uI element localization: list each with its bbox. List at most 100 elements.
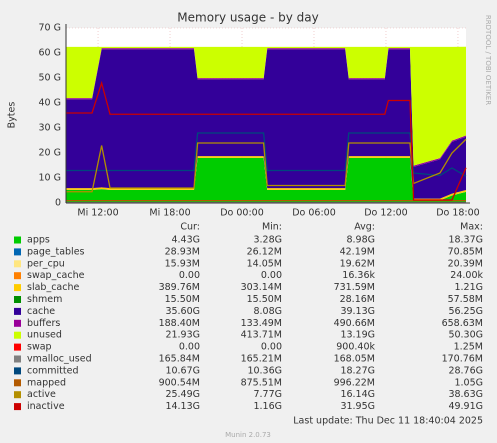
legend-label: committed	[27, 365, 79, 376]
legend-stat: 26.12M	[247, 246, 282, 257]
legend-stat: 875.51M	[241, 377, 282, 388]
stats-header: Min:	[262, 222, 282, 233]
legend-stat: 389.76M	[159, 282, 200, 293]
legend-label: per_cpu	[27, 258, 65, 269]
legend-label: buffers	[27, 318, 60, 329]
legend-stat: 28.93M	[165, 246, 200, 257]
legend-swatch	[14, 307, 21, 315]
legend-stat: 0.00	[261, 342, 282, 353]
legend-stat: 4.43G	[171, 235, 200, 246]
area	[66, 46, 466, 166]
legend-stat: 1.21G	[454, 282, 483, 293]
side-note: RRDTOOL / TOBI OETIKER	[484, 15, 492, 105]
x-tick-label: Mi 18:00	[149, 208, 190, 219]
y-tick-label: 40 G	[39, 98, 61, 109]
legend-stat: 900.40k	[336, 342, 375, 353]
stats-header: Cur:	[180, 222, 200, 233]
legend-stat: 490.66M	[334, 318, 375, 329]
legend-stat: 35.60G	[165, 306, 200, 317]
legend-swatch	[14, 391, 21, 399]
legend-stat: 0.00	[179, 342, 200, 353]
legend-stat: 20.39M	[448, 258, 483, 269]
legend-label: swap_cache	[27, 270, 85, 281]
legend-swatch	[14, 272, 21, 280]
legend-stat: 188.40M	[159, 318, 200, 329]
legend-label: active	[27, 389, 56, 400]
y-tick-label: 30 G	[39, 123, 61, 134]
legend-stat: 8.08G	[253, 306, 282, 317]
legend-swatch	[14, 367, 21, 375]
legend-stat: 10.36G	[247, 365, 282, 376]
legend-stat: 900.54M	[159, 377, 200, 388]
legend-stat: 19.62M	[340, 258, 375, 269]
legend-swatch	[14, 319, 21, 327]
stats-header: Avg:	[354, 222, 375, 233]
legend-stat: 42.19M	[340, 246, 375, 257]
legend-stat: 15.50M	[165, 294, 200, 305]
legend-swatch	[14, 403, 21, 411]
legend-swatch	[14, 248, 21, 256]
legend-stat: 15.93M	[165, 258, 200, 269]
legend-stat: 50.30G	[448, 330, 483, 341]
legend-stat: 133.49M	[241, 318, 282, 329]
legend-swatch	[14, 379, 21, 387]
legend-stat: 0.00	[261, 270, 282, 281]
legend-stat: 303.14M	[241, 282, 282, 293]
area	[66, 158, 466, 203]
legend-stat: 13.19G	[340, 330, 375, 341]
legend-stat: 3.28G	[253, 235, 282, 246]
legend-stat: 24.00k	[450, 270, 483, 281]
version: Munin 2.0.73	[225, 431, 271, 439]
y-tick-label: 0	[55, 198, 61, 209]
areas	[66, 46, 466, 203]
legend-stat: 31.95G	[340, 401, 375, 412]
stats-header: Max:	[460, 222, 483, 233]
legend-swatch	[14, 343, 21, 351]
legend-stat: 7.77G	[253, 389, 282, 400]
legend-stat: 21.93G	[165, 330, 200, 341]
legend-label: slab_cache	[27, 282, 79, 293]
legend-stat: 170.76M	[442, 354, 483, 365]
legend-stat: 25.49G	[165, 389, 200, 400]
legend-stat: 14.13G	[165, 401, 200, 412]
y-tick-label: 50 G	[39, 73, 61, 84]
legend-stat: 57.58M	[448, 294, 483, 305]
legend-label: mapped	[27, 377, 66, 388]
legend-stat: 165.21M	[241, 354, 282, 365]
last-update: Last update: Thu Dec 11 18:40:04 2025	[293, 416, 483, 427]
legend-stat: 731.59M	[334, 282, 375, 293]
legend-swatch	[14, 296, 21, 303]
legend-swatch	[14, 260, 21, 268]
legend-stat: 1.05G	[454, 377, 483, 388]
legend-stat: 38.63G	[448, 389, 483, 400]
y-tick-label: 20 G	[39, 148, 61, 159]
legend-stat: 1.25M	[454, 342, 483, 353]
x-tick-label: Do 06:00	[292, 208, 336, 219]
legend-stat: 1.16G	[253, 401, 282, 412]
legend-stat: 39.13G	[340, 306, 375, 317]
legend-stat: 10.67G	[165, 365, 200, 376]
legend-label: shmem	[27, 294, 62, 305]
y-tick-label: 60 G	[39, 48, 61, 59]
legend-stat: 165.84M	[159, 354, 200, 365]
legend: Cur: Min: Avg: Max: apps 4.43G 3.28G 8.98G 18.37…	[14, 222, 483, 412]
axes: 0 10 G 20 G 30 G 40 G 50 G 60 G 70 G Mi 12:00 Mi …	[39, 23, 480, 219]
area	[66, 49, 466, 199]
legend-swatch	[14, 284, 21, 292]
legend-label: inactive	[27, 401, 65, 412]
legend-stat: 28.76G	[448, 365, 483, 376]
x-tick-label: Mi 12:00	[77, 208, 118, 219]
legend-swatch	[14, 355, 21, 363]
legend-stat: 16.14G	[340, 389, 375, 400]
legend-swatch	[14, 236, 21, 244]
legend-label: apps	[27, 235, 50, 246]
x-tick-label: Do 18:00	[436, 208, 480, 219]
line	[66, 138, 467, 193]
y-axis-label: Bytes	[7, 102, 18, 129]
chart-title: Memory usage - by day	[177, 11, 318, 25]
legend-stat: 18.37G	[448, 235, 483, 246]
legend-stat: 15.50M	[247, 294, 282, 305]
legend-label: swap	[27, 342, 52, 353]
line	[66, 80, 467, 201]
